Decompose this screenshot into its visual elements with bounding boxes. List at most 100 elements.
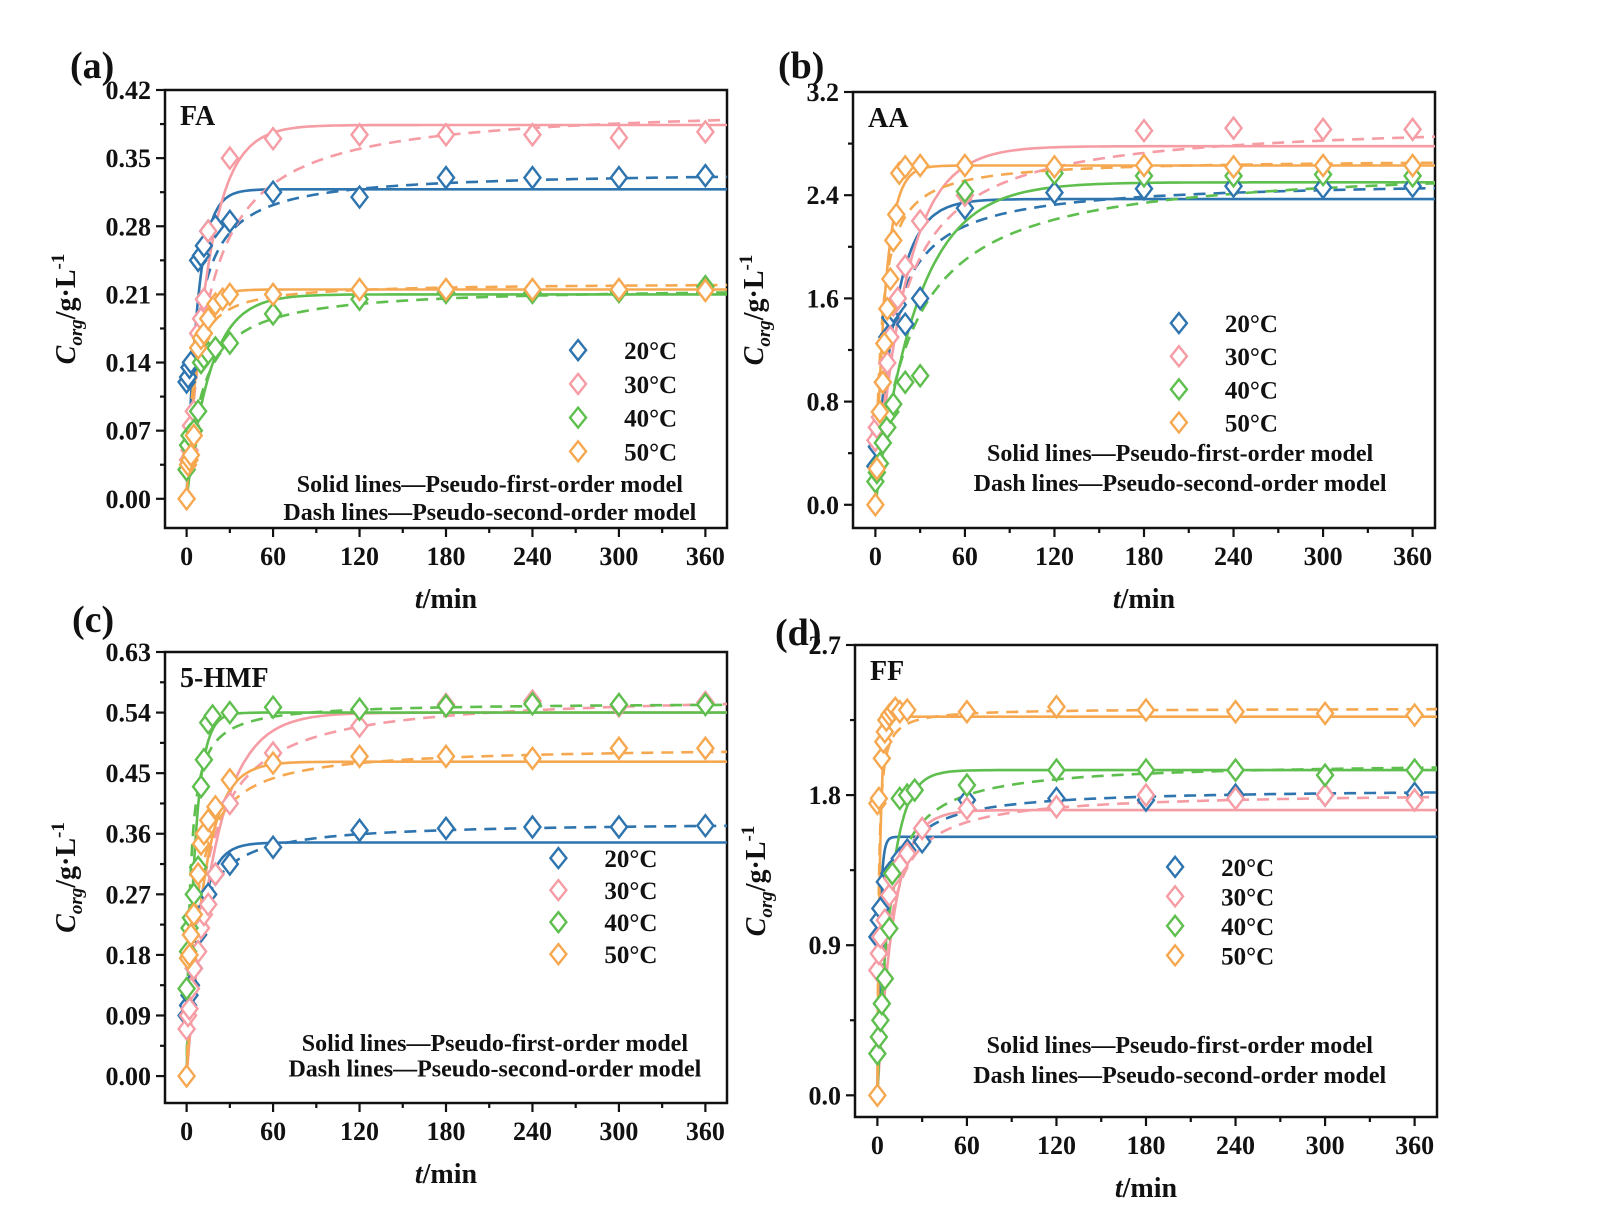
panel-letter: (a) bbox=[70, 45, 114, 87]
y-tick-label: 1.6 bbox=[807, 284, 840, 313]
data-point-40c bbox=[882, 861, 902, 886]
data-point-40c bbox=[1046, 757, 1066, 783]
data-point-50c bbox=[1313, 153, 1333, 179]
data-point-50c bbox=[350, 277, 370, 303]
data-point-50c bbox=[177, 486, 197, 512]
data-point-20c bbox=[350, 184, 370, 210]
data-point-40c bbox=[609, 692, 629, 717]
legend-marker-40c bbox=[548, 910, 568, 935]
legend-label: 50°C bbox=[624, 439, 677, 466]
legend-label: 40°C bbox=[1225, 377, 1278, 404]
data-point-50c bbox=[181, 442, 201, 468]
y-tick-label: 0.00 bbox=[106, 1062, 152, 1091]
y-tick-label: 0.54 bbox=[106, 699, 152, 728]
data-point-20c bbox=[955, 195, 975, 221]
data-point-40c bbox=[263, 694, 283, 720]
y-tick-label: 1.8 bbox=[809, 781, 842, 810]
data-point-50c bbox=[883, 227, 903, 253]
data-point-40c bbox=[522, 691, 542, 717]
pso-curve-20c bbox=[185, 175, 727, 499]
x-axis-label: t/min bbox=[415, 584, 478, 615]
data-point-20c bbox=[609, 165, 629, 191]
legend-label: 30°C bbox=[1221, 884, 1274, 911]
data-point-50c bbox=[220, 767, 240, 793]
x-tick-label: 0 bbox=[871, 1131, 884, 1160]
data-point-40c bbox=[263, 301, 283, 327]
data-point-20c bbox=[910, 285, 930, 311]
markers-50c bbox=[177, 277, 715, 512]
data-point-30c bbox=[1136, 782, 1156, 808]
note-dash-lines: Dash lines—Pseudo-second-order model bbox=[288, 1056, 701, 1082]
pso-curve-40c bbox=[185, 703, 728, 1077]
data-point-20c bbox=[695, 163, 715, 189]
legend-label: 50°C bbox=[604, 942, 657, 969]
x-axis-label: t/min bbox=[415, 1159, 478, 1190]
legend-marker-20c bbox=[548, 846, 568, 871]
y-tick-label: 0.42 bbox=[106, 76, 152, 105]
data-point-30c bbox=[220, 790, 240, 816]
data-point-50c bbox=[1224, 154, 1244, 180]
pso-curve-30c bbox=[876, 795, 1437, 1096]
note-solid-lines: Solid lines—Pseudo-first-order model bbox=[987, 441, 1374, 467]
x-tick-label: 180 bbox=[1125, 542, 1164, 571]
data-point-50c bbox=[1226, 699, 1246, 725]
data-point-30c bbox=[609, 125, 629, 151]
legend-marker-40c bbox=[1169, 377, 1189, 402]
panel-letter: (b) bbox=[778, 45, 824, 87]
y-tick-label: 0.00 bbox=[106, 485, 152, 514]
data-point-50c bbox=[205, 794, 225, 820]
data-point-50c bbox=[870, 399, 890, 425]
x-tick-label: 300 bbox=[1306, 1131, 1345, 1160]
x-tick-label: 180 bbox=[1127, 1131, 1166, 1160]
data-point-20c bbox=[1313, 174, 1333, 200]
data-point-30c bbox=[436, 122, 456, 148]
data-point-30c bbox=[910, 208, 930, 234]
x-tick-label: 0 bbox=[180, 542, 193, 571]
data-point-50c bbox=[895, 154, 915, 180]
note-dash-lines: Dash lines—Pseudo-second-order model bbox=[974, 471, 1387, 497]
legend-marker-30c bbox=[1165, 884, 1185, 909]
y-tick-label: 0.07 bbox=[106, 417, 152, 446]
x-tick-label: 120 bbox=[1037, 1131, 1076, 1160]
data-point-50c bbox=[522, 745, 542, 771]
x-tick-label: 240 bbox=[513, 542, 552, 571]
data-point-50c bbox=[1403, 153, 1423, 179]
markers-20c bbox=[177, 163, 715, 395]
x-tick-label: 0 bbox=[869, 542, 882, 571]
pso-curve-50c bbox=[876, 707, 1437, 1096]
x-tick-label: 60 bbox=[954, 1131, 980, 1160]
data-point-30c bbox=[1226, 785, 1246, 811]
y-axis-label: Corg/g·L-1 bbox=[48, 822, 87, 933]
data-point-50c bbox=[865, 492, 885, 518]
legend-label: 30°C bbox=[624, 372, 677, 399]
data-point-40c bbox=[436, 693, 456, 719]
data-point-30c bbox=[897, 841, 917, 866]
compound-title: AA bbox=[868, 103, 909, 134]
data-point-50c bbox=[869, 785, 889, 811]
x-tick-label: 360 bbox=[1393, 542, 1432, 571]
pso-curve-50c bbox=[185, 750, 728, 1077]
data-point-50c bbox=[1134, 153, 1154, 179]
data-point-50c bbox=[181, 922, 201, 948]
data-point-50c bbox=[198, 306, 218, 332]
data-point-30c bbox=[194, 286, 214, 312]
y-tick-label: 3.2 bbox=[807, 78, 840, 107]
x-axis-label: t/min bbox=[1113, 584, 1176, 615]
data-point-50c bbox=[1136, 697, 1156, 723]
data-point-40c bbox=[869, 1024, 889, 1050]
legend-label: 30°C bbox=[604, 878, 657, 905]
legend-label: 40°C bbox=[1221, 914, 1274, 941]
data-point-40c bbox=[867, 1041, 887, 1067]
data-point-40c bbox=[872, 991, 892, 1017]
pso-curve-30c bbox=[874, 135, 1436, 505]
data-point-20c bbox=[436, 815, 456, 841]
data-point-50c bbox=[177, 1063, 197, 1089]
data-point-50c bbox=[263, 750, 283, 776]
data-point-30c bbox=[879, 882, 899, 908]
panel-letter: (c) bbox=[72, 599, 114, 641]
data-point-40c bbox=[695, 692, 715, 717]
data-point-20c bbox=[350, 817, 370, 843]
data-point-20c bbox=[263, 834, 283, 860]
data-point-50c bbox=[695, 735, 715, 761]
y-tick-label: 0.21 bbox=[106, 280, 152, 309]
